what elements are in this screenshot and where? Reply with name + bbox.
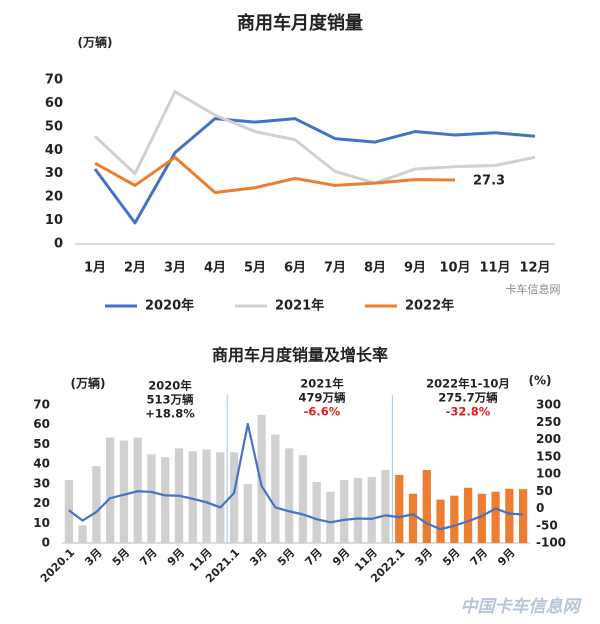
x-tick-label: 2月	[124, 261, 146, 276]
line	[93, 117, 536, 225]
bar	[381, 470, 390, 543]
y-tick-label: 70	[33, 398, 50, 412]
bar	[505, 488, 514, 543]
x-tick-label: 1月	[84, 261, 106, 276]
y-tick-label: 30	[33, 476, 50, 490]
y2-tick-label: 50	[536, 484, 553, 498]
y-tick-label: 40	[45, 143, 63, 158]
bar	[243, 483, 252, 543]
watermark: 中国卡车信息网	[461, 597, 583, 617]
y-tick-label: 10	[33, 516, 50, 530]
y-tick-label: 0	[54, 237, 63, 252]
bar	[92, 466, 101, 543]
bar	[450, 495, 459, 543]
bar	[216, 452, 225, 543]
y2-tick-label: 250	[536, 415, 561, 429]
annotation: 27.3	[473, 174, 505, 189]
y-tick-label: 0	[42, 536, 50, 550]
y2-tick-label: 200	[536, 432, 561, 446]
y-tick-label: 10	[45, 213, 63, 228]
bar	[271, 434, 280, 543]
y-tick-label: 30	[45, 166, 63, 181]
bar	[463, 487, 473, 543]
bar	[491, 491, 500, 543]
y2-tick-label: 100	[536, 467, 561, 481]
bar	[78, 525, 87, 543]
legend-label: 2021年	[275, 298, 324, 314]
y2-axis-unit: (%)	[529, 374, 552, 388]
bar	[202, 449, 211, 543]
y-tick-label: 50	[33, 437, 50, 451]
annotation: 2021年	[300, 377, 344, 391]
annotation: -6.6%	[304, 405, 341, 419]
bar	[518, 489, 528, 543]
y-tick-label: 60	[33, 417, 50, 431]
bar	[229, 452, 239, 543]
bar	[312, 481, 321, 543]
y-tick-label: 70	[45, 73, 63, 88]
y2-tick-label: -100	[536, 536, 566, 550]
y-axis-unit: (万辆)	[71, 376, 106, 391]
y2-tick-label: 300	[536, 398, 561, 412]
y-tick-label: 50	[45, 119, 63, 134]
x-tick-label: 5月	[244, 261, 266, 276]
bar	[353, 477, 363, 543]
bar	[284, 448, 294, 543]
annotation: 2022年1-10月	[426, 377, 510, 391]
bar	[422, 470, 431, 543]
x-tick-label: 9月	[404, 261, 426, 276]
annotation: -32.8%	[446, 405, 491, 419]
chart-title: 商用车月度销量及增长率	[212, 346, 388, 365]
annotation: 2020年	[148, 379, 192, 393]
y2-tick-label: -50	[536, 518, 558, 532]
annotation: 479万辆	[298, 391, 346, 405]
chart-title: 商用车月度销量	[237, 12, 363, 34]
bar	[436, 499, 445, 543]
x-tick-label: 8月	[364, 261, 386, 276]
x-tick-label: 10月	[439, 261, 470, 276]
y-tick-label: 20	[33, 496, 50, 510]
annotation: 275.7万辆	[438, 391, 498, 405]
y2-tick-label: 150	[536, 449, 561, 463]
legend-label: 2022年	[405, 298, 454, 314]
x-tick-label: 3月	[164, 261, 186, 276]
bar	[340, 479, 349, 543]
bar	[147, 454, 156, 543]
bar	[188, 451, 197, 543]
legend-label: 2020年	[145, 298, 194, 314]
annotation: 513万辆	[146, 393, 194, 407]
watermark: 卡车信息网	[506, 282, 561, 296]
bar	[395, 474, 404, 543]
y-axis-unit: (万辆)	[78, 35, 113, 50]
line	[93, 90, 536, 185]
bar	[477, 493, 486, 543]
y2-tick-label: 0	[536, 501, 544, 515]
bar	[408, 493, 418, 543]
x-tick-label: 6月	[284, 261, 306, 276]
bar	[257, 414, 266, 543]
y-tick-label: 60	[45, 96, 63, 111]
line	[68, 422, 524, 531]
bar	[119, 440, 129, 543]
bar	[298, 455, 308, 543]
x-tick-label: 7月	[324, 261, 346, 276]
bar	[367, 476, 376, 543]
bar	[161, 457, 170, 543]
x-tick-label: 4月	[204, 261, 226, 276]
x-tick-label: 11月	[479, 261, 510, 276]
bar	[326, 491, 335, 543]
line	[94, 155, 456, 194]
y-tick-label: 40	[33, 457, 50, 471]
bar	[106, 437, 115, 543]
x-tick-label: 12月	[519, 261, 550, 276]
annotation: +18.8%	[145, 407, 195, 421]
y-tick-label: 20	[45, 190, 63, 205]
